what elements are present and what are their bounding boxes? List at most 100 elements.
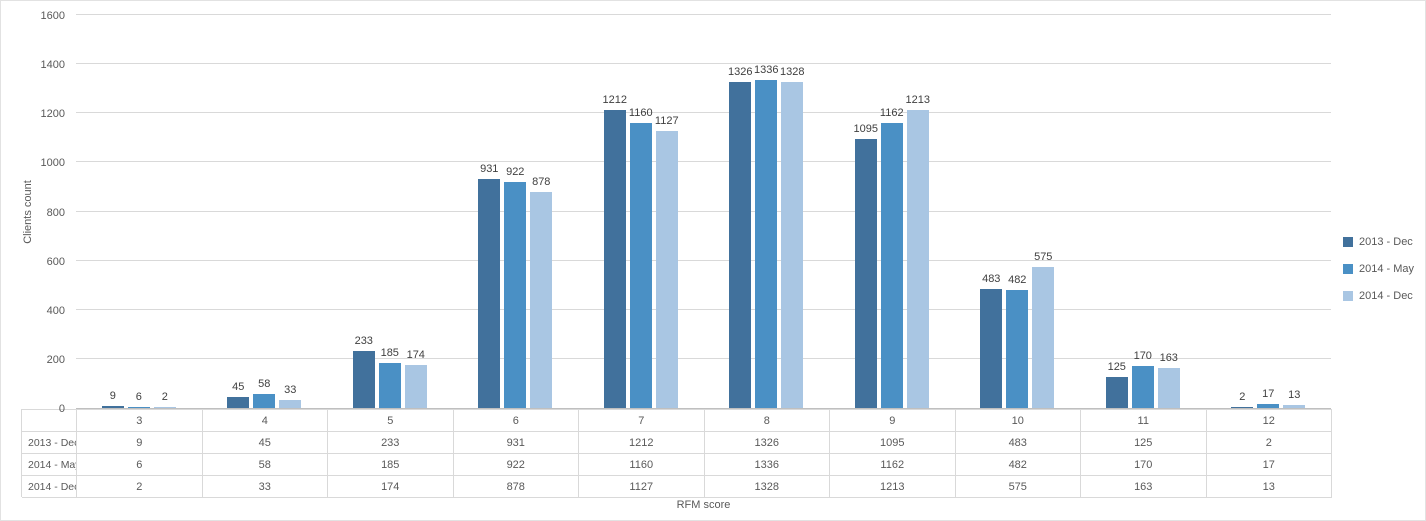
bar-series-3	[655, 131, 678, 408]
table-category-header: 10	[955, 410, 1081, 432]
bar-value-label: 575	[1034, 250, 1053, 263]
bar-value-label: 482	[1008, 273, 1027, 286]
table-cell: 1127	[579, 476, 705, 498]
legend-swatch	[1343, 263, 1353, 274]
table-row-header: 2013 - Dec	[22, 432, 77, 454]
bar-value-label: 33	[284, 383, 297, 396]
table-cell: 170	[1081, 454, 1207, 476]
table-cell: 922	[453, 454, 579, 476]
table-cell: 185	[328, 454, 454, 476]
legend-item: 2013 - Dec	[1343, 228, 1414, 255]
bar-value-label: 6	[135, 390, 142, 403]
bar-series-1	[478, 179, 501, 408]
table-cell: 1213	[830, 476, 956, 498]
bar-value-label: 2	[1239, 391, 1246, 403]
legend-swatch	[1343, 236, 1353, 247]
bar-series-1	[854, 139, 877, 408]
legend-swatch	[1343, 290, 1353, 301]
bar-value-label: 185	[380, 346, 399, 359]
table-cell: 125	[1081, 432, 1207, 454]
bar-series-1	[101, 405, 124, 408]
table-cell: 483	[955, 432, 1081, 454]
y-axis-tick-label: 1400	[40, 59, 65, 72]
gridline	[76, 308, 1331, 310]
bar-value-label: 1328	[780, 65, 805, 78]
bar-series-3	[906, 110, 929, 408]
gridline	[76, 259, 1331, 261]
bar-value-label: 13	[1288, 388, 1301, 401]
table-cell: 1162	[830, 454, 956, 476]
bar-series-3	[781, 81, 804, 408]
table-corner-cell	[22, 410, 77, 432]
bar-value-label: 922	[506, 165, 525, 178]
gridline	[76, 63, 1331, 65]
legend-label: 2013 - Dec	[1359, 235, 1413, 248]
table-cell: 1160	[579, 454, 705, 476]
table-category-header: 7	[579, 410, 705, 432]
bar-value-label: 233	[354, 334, 373, 347]
table-cell: 1095	[830, 432, 956, 454]
bar-series-3	[153, 407, 176, 408]
table-cell: 33	[202, 476, 328, 498]
bar-series-3	[1283, 404, 1306, 408]
table-category-header: 8	[704, 410, 830, 432]
bar-series-3	[404, 365, 427, 408]
table-row-header: 2014 - Dec	[22, 476, 77, 498]
table-cell: 174	[328, 476, 454, 498]
legend: 2013 - Dec 2014 - May 2014 - Dec	[1343, 228, 1414, 309]
bar-series-2	[755, 79, 778, 408]
table-category-header: 12	[1206, 410, 1332, 432]
plot-area: 9 6 2 45 58 33 233 185 174 931 922 878 1212 1160 1127 1…	[76, 14, 1331, 409]
bar-series-2	[378, 362, 401, 408]
bar-value-label: 1160	[628, 107, 653, 120]
y-axis-tick-label: 400	[46, 304, 65, 317]
bar-series-2	[504, 181, 527, 408]
gridline	[76, 14, 1331, 15]
table-cell: 45	[202, 432, 328, 454]
bar-value-label: 1326	[728, 66, 753, 79]
bar-value-label: 1095	[853, 123, 878, 136]
bar-value-label: 170	[1133, 350, 1152, 363]
bar-value-label: 1127	[654, 115, 679, 128]
bar-series-3	[1032, 266, 1055, 408]
bar-series-1	[603, 110, 626, 408]
bar-series-2	[127, 406, 150, 408]
y-axis-tick-label: 800	[46, 206, 65, 219]
bar-value-label: 1213	[905, 94, 930, 107]
table-cell: 9	[77, 432, 203, 454]
legend-label: 2014 - Dec	[1359, 289, 1413, 302]
bar-series-1	[352, 350, 375, 408]
gridline	[76, 112, 1331, 114]
gridline	[76, 210, 1331, 212]
table-cell: 931	[453, 432, 579, 454]
bar-series-3	[530, 192, 553, 408]
data-table: 3 4 5 6 7 8 9 10 11 12 2013 - Dec 9 45 233 931 1212 1326…	[21, 409, 1332, 498]
bar-series-3	[279, 399, 302, 408]
table-category-header: 3	[77, 410, 203, 432]
bar-value-label: 1212	[602, 94, 627, 107]
bar-value-label: 1162	[879, 106, 904, 119]
table-cell: 1336	[704, 454, 830, 476]
y-axis-tick-label: 1200	[40, 108, 65, 121]
bar-value-label: 2	[161, 391, 168, 403]
bar-value-label: 483	[982, 273, 1001, 286]
table-category-header: 9	[830, 410, 956, 432]
bar-value-label: 9	[109, 389, 116, 402]
bar-series-2	[1006, 289, 1029, 408]
table-cell: 2	[77, 476, 203, 498]
bar-series-2	[1257, 403, 1280, 408]
bar-series-2	[1131, 366, 1154, 408]
bar-series-1	[1105, 377, 1128, 408]
table-cell: 17	[1206, 454, 1332, 476]
bar-series-3	[1157, 367, 1180, 408]
table-cell: 13	[1206, 476, 1332, 498]
legend-label: 2014 - May	[1359, 262, 1415, 275]
table-cell: 575	[955, 476, 1081, 498]
bar-series-1	[227, 396, 250, 408]
table-cell: 482	[955, 454, 1081, 476]
y-axis-tick-label: 200	[46, 353, 65, 366]
gridline	[76, 357, 1331, 359]
y-axis-tick-label: 600	[46, 255, 65, 268]
bar-value-label: 58	[258, 377, 271, 390]
